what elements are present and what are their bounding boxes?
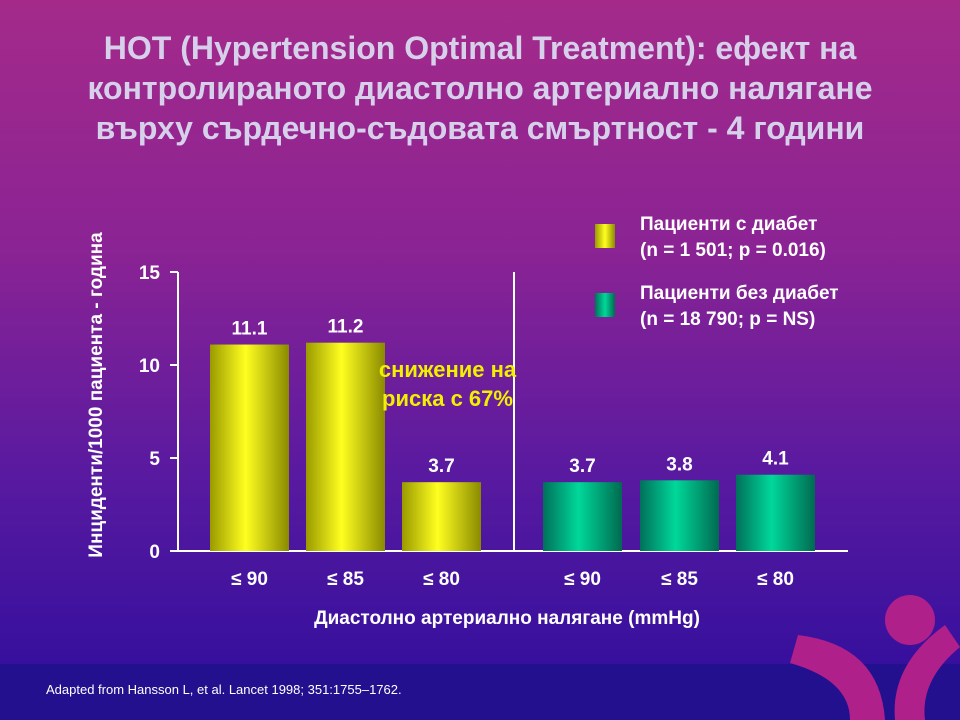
y-tick-label: 0 bbox=[149, 542, 160, 563]
slide-title: HOT (Hypertension Optimal Treatment): еф… bbox=[87, 30, 873, 146]
legend-detail: (n = 18 790; p = NS) bbox=[640, 309, 816, 330]
source-citation: Adapted from Hansson L, et al. Lancet 19… bbox=[46, 682, 402, 697]
bar-value-label: 3.7 bbox=[428, 456, 454, 477]
bar-value-label: 11.2 bbox=[328, 317, 364, 338]
bar-value-label: 3.8 bbox=[666, 454, 692, 475]
x-tick-label: ≤ 85 bbox=[327, 569, 364, 590]
y-tick-label: 10 bbox=[139, 356, 160, 377]
bar-value-label: 4.1 bbox=[762, 449, 789, 470]
legend-item-diabetes: Пациенти с диабет (n = 1 501; p = 0.016) bbox=[640, 212, 826, 264]
legend-label: Пациенти без диабет bbox=[640, 283, 839, 304]
bar bbox=[306, 342, 385, 551]
bar bbox=[543, 482, 622, 551]
x-axis-label: Диастолно артериално налягане (mmHg) bbox=[314, 608, 700, 629]
y-axis-label: Инциденти/1000 пациента - година bbox=[86, 232, 107, 558]
x-tick-label: ≤ 80 bbox=[423, 569, 460, 590]
x-tick-label: ≤ 90 bbox=[564, 569, 601, 590]
legend-label: Пациенти с диабет bbox=[640, 214, 818, 235]
x-tick-label: ≤ 85 bbox=[661, 569, 698, 590]
legend-item-no-diabetes: Пациенти без диабет (n = 18 790; p = NS) bbox=[640, 281, 839, 333]
footer-band bbox=[0, 664, 960, 720]
bar-value-label: 3.7 bbox=[569, 456, 595, 477]
risk-reduction-annotation: снижение на риска с 67% bbox=[378, 357, 517, 411]
x-tick-label: ≤ 80 bbox=[757, 569, 794, 590]
bar bbox=[736, 474, 815, 551]
y-tick-label: 15 bbox=[139, 263, 161, 284]
logo-icon bbox=[790, 595, 960, 720]
x-tick-label: ≤ 90 bbox=[231, 569, 268, 590]
legend-swatch-no-diabetes bbox=[595, 293, 615, 317]
bar bbox=[210, 344, 289, 551]
bar bbox=[402, 482, 481, 551]
bar-value-label: 11.1 bbox=[232, 319, 268, 340]
legend-detail: (n = 1 501; p = 0.016) bbox=[640, 240, 826, 261]
bar bbox=[640, 480, 719, 551]
y-tick-label: 5 bbox=[149, 449, 160, 470]
legend-swatch-diabetes bbox=[595, 224, 615, 248]
